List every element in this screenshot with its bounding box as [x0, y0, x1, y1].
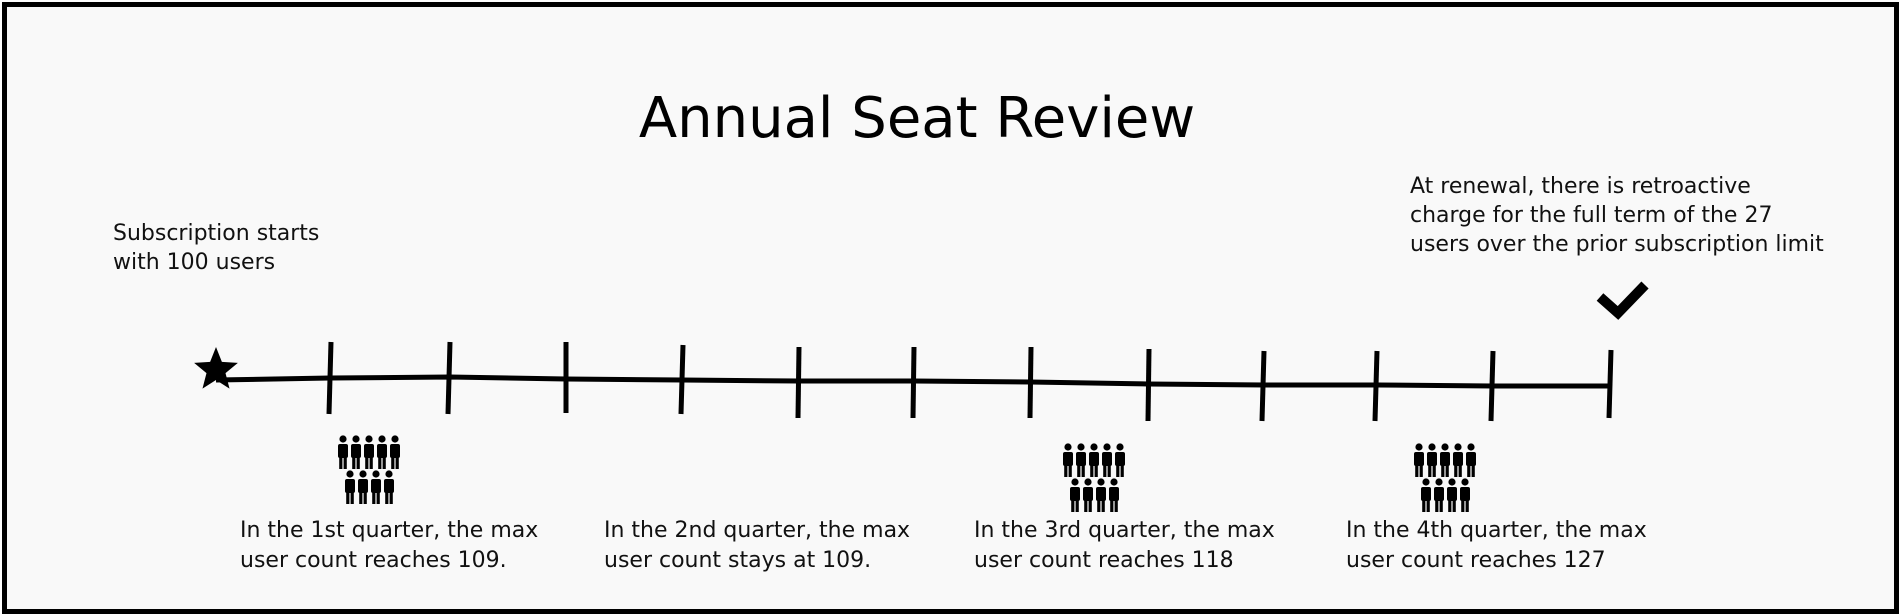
person-icon [1414, 443, 1424, 477]
quarter-caption-q3: In the 3rd quarter, the max user count r… [974, 518, 1282, 573]
renewal-note-line: charge for the full term of the 27 [1410, 203, 1772, 228]
person-icon [1434, 478, 1444, 512]
quarter-caption-q1: In the 1st quarter, the max user count r… [240, 518, 545, 573]
person-icon [345, 470, 355, 504]
page-title: Annual Seat Review [639, 86, 1195, 151]
person-icon [1440, 443, 1450, 477]
person-icon [1115, 443, 1125, 477]
check-icon [1596, 281, 1649, 320]
people-group-q1 [338, 435, 400, 504]
quarter-caption-q2: In the 2nd quarter, the max user count s… [604, 518, 917, 573]
caption-line: user count reaches 109. [240, 548, 507, 573]
timeline-tick [795, 346, 802, 419]
person-icon [1076, 443, 1086, 477]
person-icon [1421, 478, 1431, 512]
caption-line: In the 4th quarter, the max [1346, 518, 1647, 543]
person-icon [371, 470, 381, 504]
person-icon [1466, 443, 1476, 477]
person-icon [1063, 443, 1073, 477]
timeline-tick [445, 341, 453, 415]
start-note-line: with 100 users [113, 250, 275, 275]
start-note: Subscription starts with 100 users [113, 221, 326, 275]
caption-line: user count stays at 109. [604, 548, 871, 573]
person-icon [338, 435, 348, 469]
caption-line: In the 3rd quarter, the max [974, 518, 1275, 543]
caption-line: In the 1st quarter, the max [240, 518, 538, 543]
person-icon [390, 435, 400, 469]
timeline-tick [910, 346, 917, 419]
caption-line: user count reaches 118 [974, 548, 1234, 573]
timeline-tick [678, 344, 686, 415]
caption-line: user count reaches 127 [1346, 548, 1606, 573]
person-icon [377, 435, 387, 469]
start-note-line: Subscription starts [113, 221, 319, 246]
timeline-tick [1145, 348, 1152, 422]
person-icon [1109, 478, 1119, 512]
person-icon [1453, 443, 1463, 477]
people-group-q4 [1414, 443, 1476, 512]
people-group-q3 [1063, 443, 1125, 512]
star-icon [194, 347, 238, 389]
person-icon [1447, 478, 1457, 512]
renewal-note-line: users over the prior subscription limit [1410, 232, 1824, 257]
timeline-tick [1372, 350, 1380, 422]
timeline-tick [1027, 346, 1034, 419]
timeline-tick [1488, 350, 1496, 422]
renewal-note-line: At renewal, there is retroactive [1410, 174, 1751, 199]
person-icon [1083, 478, 1093, 512]
caption-line: In the 2nd quarter, the max [604, 518, 910, 543]
renewal-note: At renewal, there is retroactive charge … [1410, 174, 1824, 257]
timeline-tick [1606, 349, 1614, 419]
person-icon [1089, 443, 1099, 477]
person-icon [1070, 478, 1080, 512]
person-icon [358, 470, 368, 504]
person-icon [351, 435, 361, 469]
timeline-tick [1259, 350, 1267, 422]
quarter-caption-q4: In the 4th quarter, the max user count r… [1346, 518, 1654, 573]
person-icon [364, 435, 374, 469]
person-icon [1096, 478, 1106, 512]
person-icon [1427, 443, 1437, 477]
person-icon [1460, 478, 1470, 512]
timeline [215, 341, 1614, 422]
timeline-tick [326, 341, 334, 415]
person-icon [384, 470, 394, 504]
person-icon [1102, 443, 1112, 477]
